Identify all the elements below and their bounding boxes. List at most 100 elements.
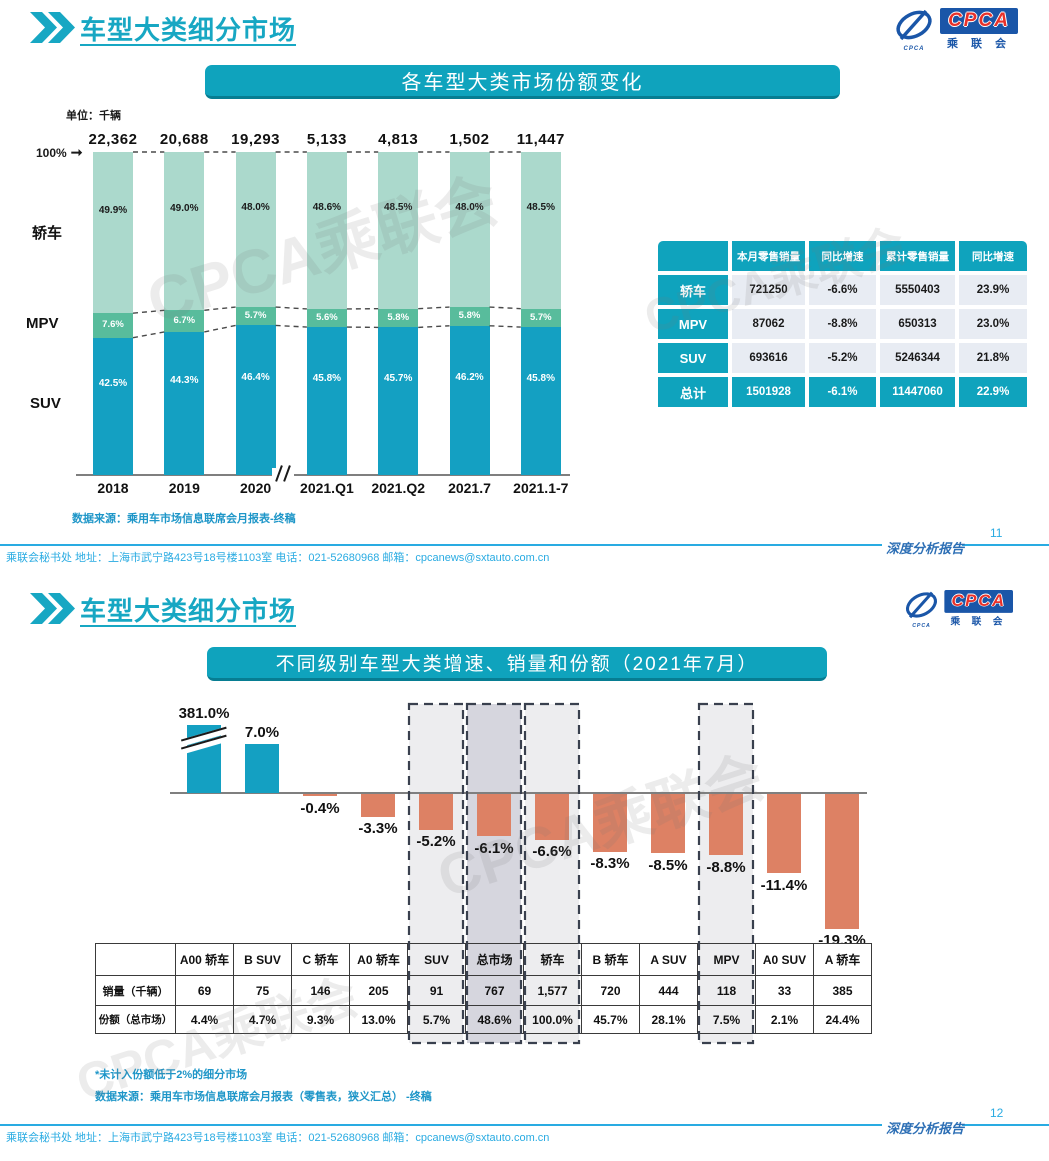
sedan-share-label: 48.6%	[312, 202, 342, 214]
mpv-share-label: 7.6%	[102, 319, 124, 331]
sales-cell: 767	[465, 975, 523, 1005]
table-cell: 21.8%	[959, 343, 1027, 373]
row-label-share: 份额（总市场）	[95, 1005, 175, 1033]
category-label: 2021.Q1	[300, 480, 354, 496]
bar-A SUV	[651, 793, 685, 853]
col-header-A0 轿车: A0 轿车	[349, 943, 407, 975]
sedan-segment-2021.7	[449, 152, 490, 308]
sales-cell: 75	[233, 975, 291, 1005]
report-type-label: 深度分析报告	[886, 1121, 965, 1136]
logo-wordmark: CPCA 乘 联 会	[944, 590, 1013, 628]
mpv-segment-2019	[164, 310, 205, 332]
table-cell: -6.1%	[809, 377, 876, 407]
table-cell: -6.6%	[809, 275, 876, 305]
share-cell: 48.6%	[465, 1005, 523, 1033]
bar-value-label: -0.4%	[300, 799, 340, 817]
table-cell: 11447060	[880, 377, 955, 407]
total-volume-label: 4,813	[378, 131, 419, 148]
bar-总市场	[477, 793, 511, 837]
data-source-note: 数据来源：乘用车市场信息联席会月报表（零售表，狭义汇总） -终稿	[95, 1091, 432, 1103]
table-cell: 87062	[732, 309, 805, 339]
logo-sub-text: 乘 联 会	[950, 616, 1007, 627]
sedan-share-label: 49.9%	[98, 204, 128, 216]
mpv-segment-2018	[93, 313, 133, 338]
bar-value-label: -8.5%	[648, 856, 688, 874]
sedan-segment-2021.Q1	[306, 152, 347, 309]
footnote: *未计入份额低于2%的细分市场	[95, 1069, 248, 1081]
sedan-share-label: 48.0%	[241, 201, 270, 213]
table-cell: -8.8%	[809, 309, 876, 339]
table-cell: 1501928	[732, 377, 805, 407]
share-cell: 7.5%	[697, 1005, 755, 1033]
col-header-A SUV: A SUV	[639, 943, 697, 975]
row-label-sales: 销量（千辆）	[95, 975, 175, 1005]
chevrons-icon	[30, 12, 76, 48]
sales-cell: 146	[291, 975, 349, 1005]
mpv-segment-2020	[235, 307, 276, 326]
suv-segment-2021.Q1	[306, 327, 347, 475]
mpv-share-label: 5.7%	[244, 310, 267, 322]
sedan-share-label: 48.5%	[526, 202, 555, 214]
sales-cell: 91	[407, 975, 465, 1005]
page-number: 12	[990, 1106, 1004, 1120]
category-label: 2021.Q2	[371, 480, 426, 496]
col-header-A 轿车: A 轿车	[813, 943, 871, 975]
suv-segment-2021.7	[449, 325, 490, 475]
chart1-title-bar: 各车型大类市场份额变化	[205, 65, 840, 99]
table-header-cell	[658, 241, 728, 271]
sedan-share-label: 48.0%	[455, 201, 484, 213]
chevrons-icon	[30, 593, 76, 629]
series-label-sedan: 轿车	[32, 225, 63, 242]
bar-B SUV	[245, 744, 279, 793]
segment-table-grid: A00 轿车 B SUV C 轿车 A0 轿车 SUV 总市场 轿车 B 轿车 A SUV MPV…	[95, 943, 871, 1033]
suv-share-label: 46.2%	[455, 372, 484, 384]
x-axis	[76, 474, 570, 476]
suv-share-label: 42.5%	[98, 378, 128, 390]
bar-value-label: -8.3%	[590, 855, 630, 873]
category-label: 2021.7	[448, 480, 491, 496]
mpv-segment-2021.Q2	[378, 308, 419, 328]
col-header-B SUV: B SUV	[233, 943, 291, 975]
category-label: 2021.1-7	[513, 480, 569, 496]
segment-table: A00 轿车 B SUV C 轿车 A0 轿车 SUV 总市场 轿车 B 轿车 A SUV MPV…	[95, 943, 872, 1034]
sedan-segment-2019	[164, 152, 205, 311]
table-corner-cell	[95, 943, 175, 975]
logo-wordmark: CPCA 乘 联 会	[940, 8, 1018, 51]
bar-A 轿车	[825, 793, 859, 929]
bar-SUV	[419, 793, 453, 830]
sales-cell: 33	[755, 975, 813, 1005]
logo-cpca-text: CPCA	[940, 8, 1018, 34]
unit-label: 单位：千辆	[66, 110, 121, 122]
table-cell: 22.9%	[959, 377, 1027, 407]
table-cell: -5.2%	[809, 343, 876, 373]
cpca-logo: CPCA CPCA 乘 联 会	[903, 590, 1013, 629]
share-cell: 100.0%	[523, 1005, 581, 1033]
page-number: 11	[990, 526, 1003, 540]
table-cell: 650313	[880, 309, 955, 339]
category-label: 2018	[97, 480, 129, 496]
bar-value-label: -8.8%	[706, 858, 746, 876]
table-cell: 693616	[732, 343, 805, 373]
col-header-B 轿车: B 轿车	[581, 943, 639, 975]
mpv-share-label: 5.7%	[529, 311, 552, 323]
mpv-share-label: 5.8%	[458, 310, 481, 322]
table-cell: 5246344	[880, 343, 955, 373]
table-cell: 721250	[732, 275, 805, 305]
col-header-SUV: SUV	[407, 943, 465, 975]
col-header-总市场: 总市场	[465, 943, 523, 975]
mpv-segment-2021.Q1	[306, 308, 347, 328]
right-arrow-icon: ➞	[70, 144, 83, 160]
axis-100-label: 100% ➞	[36, 144, 83, 160]
series-label-suv: SUV	[30, 395, 61, 412]
slide-1: 车型大类细分市场 CPCA CPCA 乘 联 会 各车型大类市场份额变化 单位：…	[0, 0, 1049, 580]
suv-share-label: 45.8%	[526, 373, 555, 385]
sedan-segment-2021.1-7	[520, 152, 561, 309]
sedan-segment-2018	[93, 152, 133, 314]
sales-cell: 385	[813, 975, 871, 1005]
chart2-title-bar: 不同级别车型大类增速、销量和份额（2021年7月）	[207, 647, 827, 681]
share-cell: 28.1%	[639, 1005, 697, 1033]
total-volume-label: 5,133	[306, 131, 347, 148]
bar-轿车	[535, 793, 569, 840]
footer-rule	[0, 544, 882, 546]
retail-table-grid: 本月零售销量 同比增速 累计零售销量 同比增速 轿车 721250 -6.6% 5550403…	[658, 241, 1027, 407]
